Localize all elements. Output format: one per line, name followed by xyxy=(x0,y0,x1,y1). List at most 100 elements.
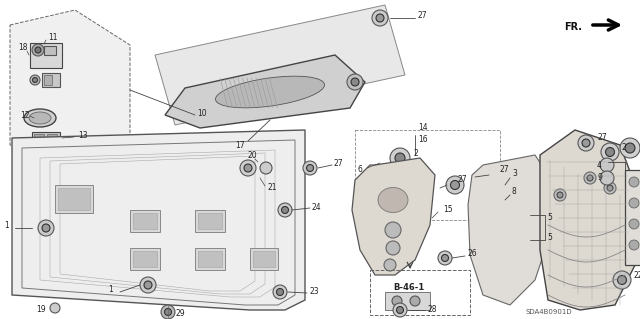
Text: 3: 3 xyxy=(512,169,517,179)
Text: SDA4B0901D: SDA4B0901D xyxy=(526,309,573,315)
Text: 19: 19 xyxy=(36,306,45,315)
Circle shape xyxy=(32,44,44,56)
Circle shape xyxy=(392,296,402,306)
Bar xyxy=(198,251,222,267)
Text: 27: 27 xyxy=(334,159,344,167)
Text: FR.: FR. xyxy=(564,22,582,32)
Text: 17: 17 xyxy=(235,140,244,150)
Text: 11: 11 xyxy=(48,33,58,42)
Ellipse shape xyxy=(378,188,408,212)
Circle shape xyxy=(629,198,639,208)
Text: 27: 27 xyxy=(417,11,427,20)
Bar xyxy=(44,46,56,55)
Bar xyxy=(250,248,278,270)
Text: 9: 9 xyxy=(597,174,602,182)
Circle shape xyxy=(30,75,40,85)
Bar xyxy=(133,251,157,267)
Bar xyxy=(130,210,160,232)
Text: 1: 1 xyxy=(4,221,9,231)
Bar xyxy=(130,248,160,270)
Circle shape xyxy=(50,303,60,313)
Bar xyxy=(32,132,60,150)
Text: 22: 22 xyxy=(634,271,640,279)
Polygon shape xyxy=(165,55,365,128)
Circle shape xyxy=(140,277,156,293)
Polygon shape xyxy=(468,155,555,305)
Polygon shape xyxy=(30,43,62,68)
Text: 2: 2 xyxy=(621,143,626,152)
Circle shape xyxy=(393,303,407,317)
Bar xyxy=(133,213,157,229)
Circle shape xyxy=(625,143,635,153)
Ellipse shape xyxy=(24,109,56,127)
Circle shape xyxy=(578,135,594,151)
Circle shape xyxy=(629,177,639,187)
Circle shape xyxy=(442,255,449,262)
Bar xyxy=(370,270,470,315)
Circle shape xyxy=(244,164,252,172)
Bar xyxy=(625,170,640,265)
Text: 8: 8 xyxy=(512,188,516,197)
Bar xyxy=(42,73,60,87)
Bar xyxy=(198,213,222,229)
Text: 12: 12 xyxy=(20,110,29,120)
Circle shape xyxy=(587,175,593,181)
Circle shape xyxy=(161,305,175,319)
Text: 23: 23 xyxy=(309,287,319,296)
Text: 5: 5 xyxy=(547,233,552,241)
Circle shape xyxy=(351,78,359,86)
Circle shape xyxy=(557,192,563,198)
Text: 15: 15 xyxy=(443,205,452,214)
Circle shape xyxy=(604,182,616,194)
Circle shape xyxy=(303,161,317,175)
Polygon shape xyxy=(155,5,405,125)
Text: 2: 2 xyxy=(413,149,418,158)
Bar xyxy=(34,134,44,142)
Text: 27: 27 xyxy=(458,174,468,183)
Circle shape xyxy=(601,143,619,161)
Circle shape xyxy=(620,138,640,158)
Circle shape xyxy=(629,240,639,250)
Circle shape xyxy=(390,148,410,168)
Circle shape xyxy=(144,281,152,289)
Text: 1: 1 xyxy=(108,286,113,294)
Polygon shape xyxy=(10,10,130,175)
Text: 16: 16 xyxy=(418,136,428,145)
Circle shape xyxy=(35,47,41,53)
Circle shape xyxy=(307,165,314,172)
Circle shape xyxy=(554,189,566,201)
Circle shape xyxy=(282,206,289,213)
Circle shape xyxy=(347,74,363,90)
Circle shape xyxy=(410,296,420,306)
Bar xyxy=(44,75,52,85)
Bar xyxy=(58,188,90,210)
Bar xyxy=(385,292,430,310)
Bar xyxy=(195,248,225,270)
Circle shape xyxy=(372,10,388,26)
Bar xyxy=(55,185,93,213)
Circle shape xyxy=(164,308,172,315)
Polygon shape xyxy=(540,130,635,310)
Circle shape xyxy=(42,224,50,232)
Bar xyxy=(47,134,57,142)
Text: 5: 5 xyxy=(547,213,552,222)
Bar xyxy=(355,130,500,220)
Text: 20: 20 xyxy=(248,151,258,160)
Text: 24: 24 xyxy=(312,203,322,211)
Text: 4: 4 xyxy=(597,160,602,169)
Circle shape xyxy=(438,251,452,265)
Circle shape xyxy=(605,147,614,157)
Circle shape xyxy=(600,171,614,185)
Text: B-46-1: B-46-1 xyxy=(393,283,424,292)
Circle shape xyxy=(38,220,54,236)
Circle shape xyxy=(240,160,256,176)
Circle shape xyxy=(385,222,401,238)
Bar xyxy=(195,210,225,232)
Polygon shape xyxy=(12,130,305,310)
Text: 14: 14 xyxy=(418,122,428,131)
Circle shape xyxy=(600,158,614,172)
Circle shape xyxy=(276,288,284,295)
Circle shape xyxy=(493,170,502,180)
Text: 18: 18 xyxy=(18,42,28,51)
Circle shape xyxy=(607,185,613,191)
